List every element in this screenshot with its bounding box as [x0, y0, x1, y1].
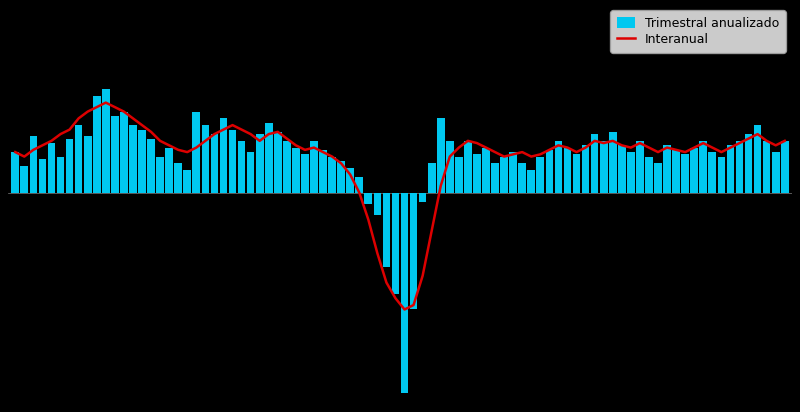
- Bar: [418, 192, 426, 201]
- Bar: [283, 141, 290, 192]
- Bar: [654, 163, 662, 192]
- Bar: [573, 154, 580, 192]
- Bar: [21, 166, 28, 192]
- Bar: [202, 125, 210, 192]
- Bar: [156, 157, 164, 192]
- Bar: [473, 154, 481, 192]
- Bar: [11, 152, 19, 192]
- Bar: [74, 125, 82, 192]
- Bar: [726, 145, 734, 192]
- Bar: [672, 150, 680, 192]
- Bar: [382, 192, 390, 267]
- Bar: [763, 141, 770, 192]
- Bar: [147, 138, 155, 192]
- Bar: [66, 138, 74, 192]
- Bar: [500, 157, 508, 192]
- Bar: [129, 125, 137, 192]
- Bar: [265, 123, 273, 192]
- Bar: [645, 157, 653, 192]
- Bar: [564, 147, 571, 192]
- Bar: [174, 163, 182, 192]
- Bar: [663, 145, 671, 192]
- Bar: [301, 154, 309, 192]
- Bar: [527, 170, 535, 192]
- Bar: [609, 132, 617, 192]
- Bar: [554, 141, 562, 192]
- Bar: [292, 147, 300, 192]
- Bar: [491, 163, 499, 192]
- Bar: [346, 168, 354, 192]
- Bar: [256, 134, 263, 192]
- Bar: [193, 112, 200, 192]
- Bar: [392, 192, 399, 294]
- Bar: [93, 96, 101, 192]
- Bar: [736, 141, 743, 192]
- Bar: [600, 141, 607, 192]
- Bar: [210, 134, 218, 192]
- Bar: [682, 154, 689, 192]
- Bar: [38, 159, 46, 192]
- Bar: [446, 141, 454, 192]
- Bar: [464, 141, 472, 192]
- Bar: [627, 152, 634, 192]
- Bar: [166, 147, 173, 192]
- Bar: [690, 147, 698, 192]
- Bar: [57, 157, 64, 192]
- Bar: [48, 143, 55, 192]
- Bar: [365, 192, 372, 204]
- Bar: [482, 147, 490, 192]
- Bar: [518, 163, 526, 192]
- Bar: [699, 141, 707, 192]
- Bar: [510, 152, 517, 192]
- Bar: [428, 163, 435, 192]
- Bar: [84, 136, 91, 192]
- Bar: [246, 152, 254, 192]
- Bar: [102, 89, 110, 192]
- Bar: [709, 152, 716, 192]
- Bar: [455, 157, 462, 192]
- Bar: [111, 116, 118, 192]
- Bar: [238, 141, 246, 192]
- Bar: [590, 134, 598, 192]
- Bar: [582, 145, 590, 192]
- Bar: [274, 132, 282, 192]
- Bar: [229, 130, 236, 192]
- Bar: [781, 141, 789, 192]
- Bar: [319, 150, 327, 192]
- Bar: [537, 157, 544, 192]
- Bar: [718, 157, 726, 192]
- Bar: [618, 145, 626, 192]
- Bar: [30, 136, 37, 192]
- Bar: [328, 157, 336, 192]
- Bar: [138, 130, 146, 192]
- Bar: [338, 161, 345, 192]
- Bar: [437, 118, 445, 192]
- Bar: [754, 125, 762, 192]
- Bar: [401, 192, 408, 393]
- Bar: [374, 192, 382, 215]
- Bar: [410, 192, 418, 309]
- Bar: [546, 150, 554, 192]
- Bar: [310, 141, 318, 192]
- Bar: [220, 118, 227, 192]
- Bar: [772, 152, 779, 192]
- Bar: [120, 112, 128, 192]
- Bar: [636, 141, 644, 192]
- Bar: [355, 177, 363, 192]
- Bar: [183, 170, 191, 192]
- Legend: Trimestral anualizado, Interanual: Trimestral anualizado, Interanual: [610, 10, 786, 53]
- Bar: [745, 134, 752, 192]
